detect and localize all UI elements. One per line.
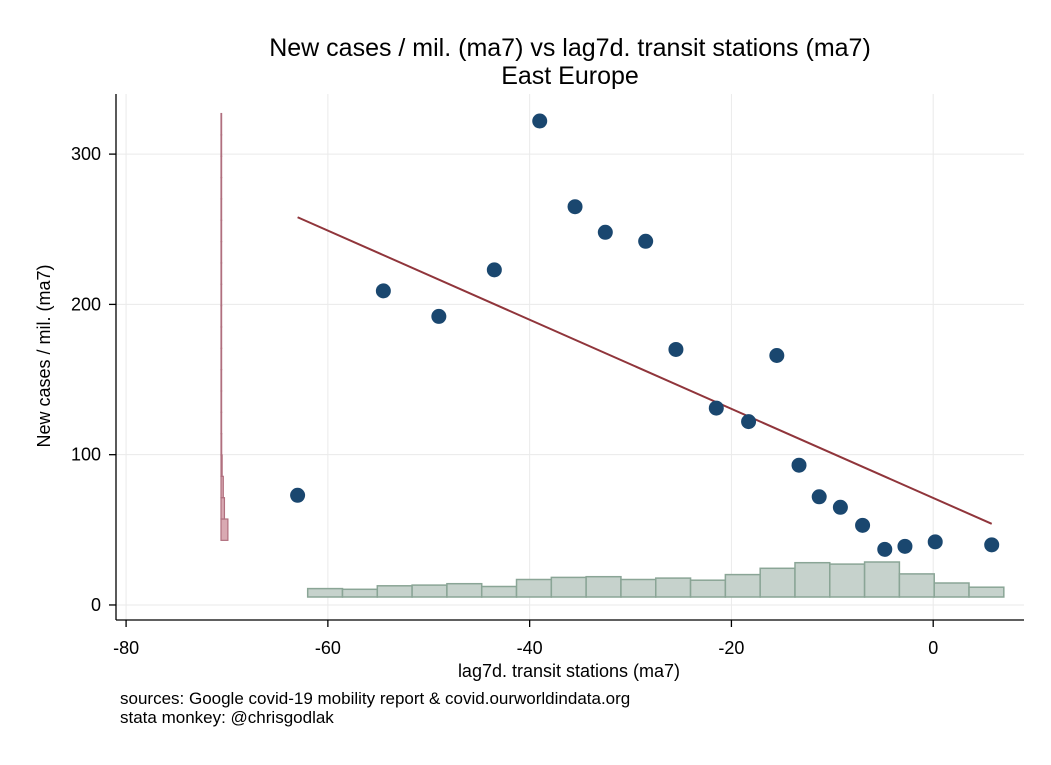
scatter-point (567, 199, 583, 215)
x-histogram-bar (585, 575, 622, 598)
x-histogram-bar (376, 585, 413, 598)
y-histogram-bar (220, 497, 226, 520)
scatter-point (431, 308, 447, 324)
axes (109, 94, 1024, 627)
chart-notes: sources: Google covid-19 mobility report… (120, 689, 630, 727)
y-histogram-bar (220, 369, 223, 392)
y-histogram-bar (220, 155, 223, 179)
x-histogram-bar (620, 578, 657, 598)
x-tick-label: -20 (718, 638, 744, 658)
x-histogram-bar (724, 573, 761, 598)
scatter-point (741, 414, 757, 430)
y-tick-labels: 0 100 200 300 (71, 144, 101, 615)
y-histogram-bar (220, 518, 229, 541)
x-tick-label: -40 (517, 638, 543, 658)
x-tick-label: -80 (113, 638, 139, 658)
y-tick-label: 0 (91, 595, 101, 615)
y-histogram-bar (220, 326, 223, 349)
scatter-point (486, 262, 502, 278)
y-histogram-bar (220, 198, 223, 221)
y-histogram-bar (220, 262, 223, 285)
source-note: sources: Google covid-19 mobility report… (120, 689, 631, 708)
y-histogram-bar (220, 240, 223, 264)
x-histogram-bar (411, 584, 448, 598)
x-histogram (306, 561, 1005, 598)
y-tick-label: 300 (71, 144, 101, 164)
y-histogram-bar (220, 219, 223, 243)
y-histogram-bar (220, 433, 223, 456)
x-histogram-bar (515, 578, 553, 598)
scatter-point (290, 487, 306, 503)
data-points (290, 113, 1000, 557)
x-histogram-bar (794, 561, 831, 598)
x-tick-label: 0 (928, 638, 938, 658)
scatter-point (811, 489, 827, 505)
y-histogram-bar (220, 454, 223, 477)
scatter-point (668, 341, 684, 357)
chart-title: New cases / mil. (ma7) vs lag7d. transit… (269, 34, 871, 62)
y-histogram-bar (220, 305, 223, 328)
scatter-point (984, 537, 1000, 553)
y-histogram-bar (220, 112, 223, 136)
x-histogram-bar (655, 577, 692, 598)
grid-lines (116, 94, 1024, 620)
scatter-point (597, 224, 613, 240)
x-histogram-bar (689, 579, 727, 598)
scatter-point (708, 400, 724, 416)
y-histogram-bar (220, 475, 224, 499)
scatter-point (927, 534, 943, 550)
scatter-point (638, 233, 654, 249)
x-histogram-bar (968, 586, 1005, 598)
scatter-point (832, 499, 848, 515)
x-axis-label: lag7d. transit stations (ma7) (458, 661, 680, 681)
x-tick-labels: -80 -60 -40 -20 0 (113, 638, 938, 658)
scatter-point (769, 347, 785, 363)
y-histogram-bar (220, 347, 223, 371)
x-histogram-bar (550, 576, 587, 598)
y-histogram-bar (220, 176, 223, 200)
scatter-point (532, 113, 548, 129)
fit-line (297, 216, 993, 525)
x-histogram-bar (829, 563, 866, 598)
y-histogram-bar (220, 411, 223, 435)
y-tick-label: 200 (71, 294, 101, 314)
y-histogram-bar (220, 134, 223, 157)
x-tick-label: -60 (315, 638, 341, 658)
scatter-point (877, 541, 893, 557)
y-histogram-bar (220, 283, 223, 307)
scatter-point (897, 538, 913, 554)
x-histogram-bar (446, 582, 483, 598)
chart-subtitle: East Europe (501, 62, 639, 90)
y-histogram (220, 112, 229, 541)
y-histogram-bar (220, 390, 223, 413)
credit-note: stata monkey: @chrisgodlak (120, 708, 334, 727)
scatter-point (791, 457, 807, 473)
x-histogram-bar (933, 582, 970, 598)
x-histogram-bar (898, 573, 935, 598)
y-axis-label: New cases / mil. (ma7) (34, 264, 54, 447)
x-histogram-bar (341, 588, 379, 598)
scatter-point (375, 283, 391, 299)
y-tick-label: 100 (71, 445, 101, 465)
x-histogram-bar (759, 567, 796, 598)
x-histogram-bar (306, 587, 344, 598)
scatter-point (855, 517, 871, 533)
x-histogram-bar (480, 585, 518, 598)
x-histogram-bar (863, 561, 901, 598)
